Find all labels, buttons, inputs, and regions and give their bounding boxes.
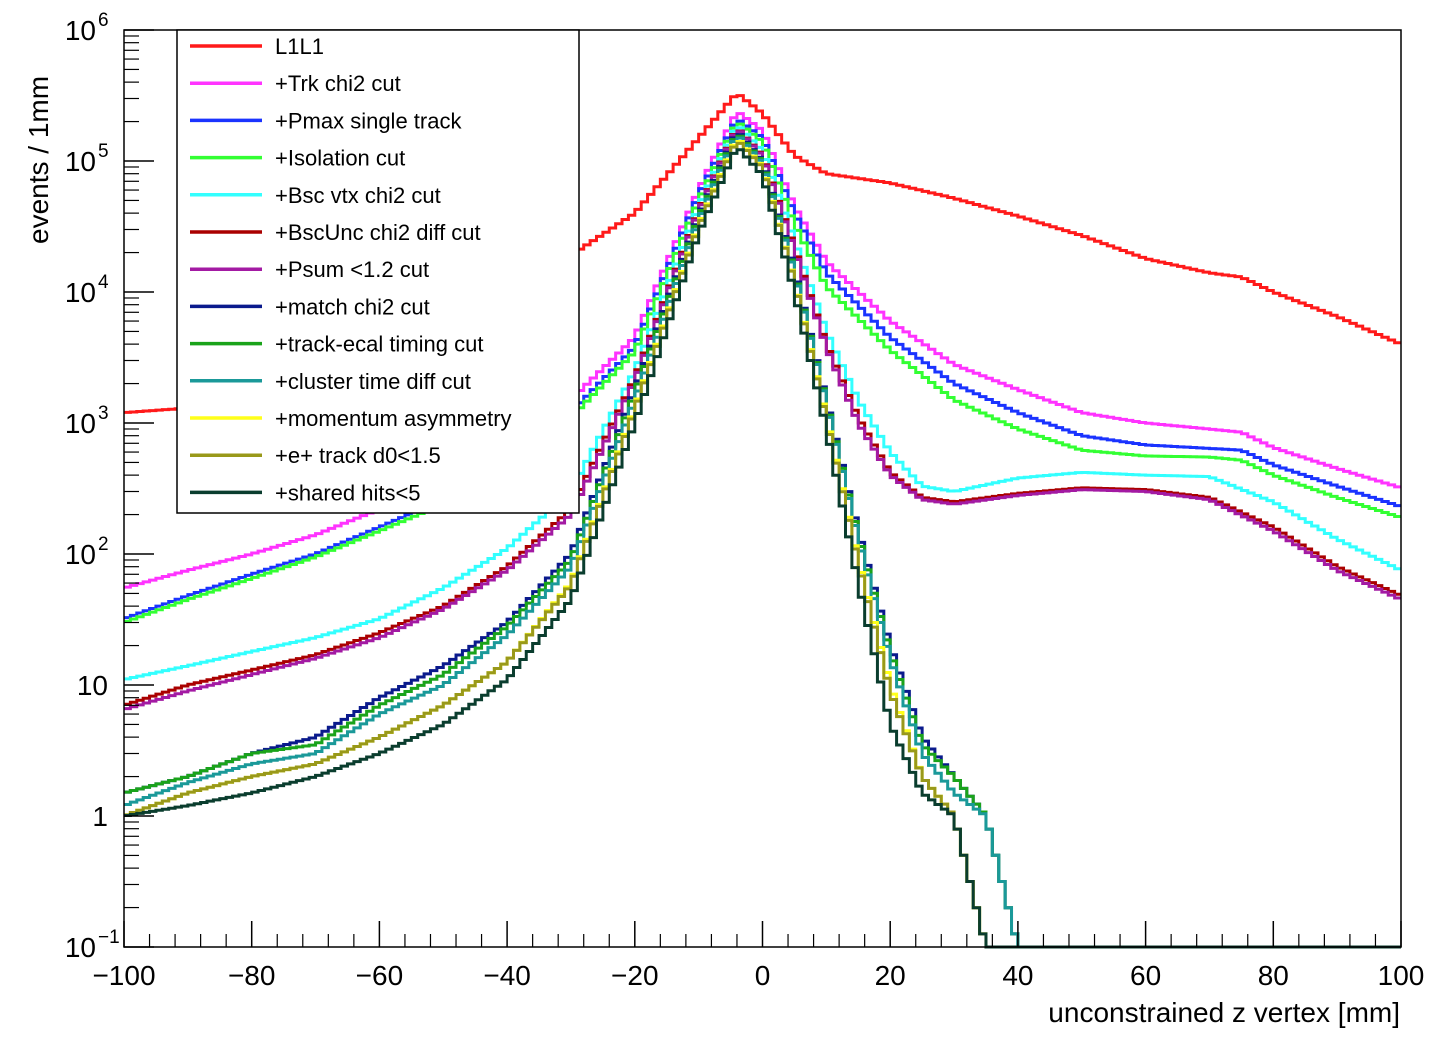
y-tick-exponent: 3 [98,403,109,424]
x-tick-label: 40 [1002,960,1033,991]
legend-box [176,29,580,514]
x-axis: −100 −80 −60 −40 −20 0 20 40 60 80 100 [92,921,1424,991]
y-tick-label: 10 [65,15,96,46]
series-line-4 [124,122,1401,623]
legend-label: +momentum asymmetry [275,406,512,431]
y-tick-label: 10 [77,670,108,701]
x-tick-label: 20 [875,960,906,991]
y-tick-exponent: −1 [98,927,120,948]
legend-label: +e+ track d0<1.5 [275,443,441,468]
x-tick-label: −20 [611,960,659,991]
y-tick-label: 10 [65,146,96,177]
legend-label: +Trk chi2 cut [275,71,401,96]
legend-label: +Bsc vtx chi2 cut [275,183,441,208]
y-tick-exponent: 4 [98,272,109,293]
series-line-2 [124,112,1401,589]
x-tick-label: −80 [228,960,276,991]
y-tick-label: 10 [65,408,96,439]
x-tick-label: 80 [1258,960,1289,991]
legend-label: +Pmax single track [275,108,462,133]
y-tick-label: 10 [65,277,96,308]
x-axis-title: unconstrained z vertex [mm] [1048,997,1400,1028]
x-tick-label: −60 [356,960,404,991]
legend-label: +track-ecal timing cut [275,332,483,357]
legend-label: +BscUnc chi2 diff cut [275,220,481,245]
y-tick-label: 10 [65,932,96,963]
y-tick-label: 10 [65,539,96,570]
legend-label: +cluster time diff cut [275,369,471,394]
legend-label: L1L1 [275,34,324,59]
y-axis-title: events / 1mm [23,76,54,244]
y-tick-exponent: 2 [98,534,109,555]
legend-label: +Psum <1.2 cut [275,257,429,282]
legend-label: +match chi2 cut [275,294,430,319]
legend: L1L1 +Trk chi2 cut +Pmax single track +Isol… [176,29,580,514]
x-tick-label: −100 [92,960,155,991]
x-tick-label: −40 [483,960,531,991]
x-tick-label: 100 [1378,960,1425,991]
y-tick-label: 1 [92,801,108,832]
legend-label: +Isolation cut [275,146,405,171]
x-tick-label: 0 [755,960,771,991]
y-tick-exponent: 6 [98,10,109,31]
x-tick-label: 60 [1130,960,1161,991]
y-tick-exponent: 5 [98,141,109,162]
legend-label: +shared hits<5 [275,480,421,505]
